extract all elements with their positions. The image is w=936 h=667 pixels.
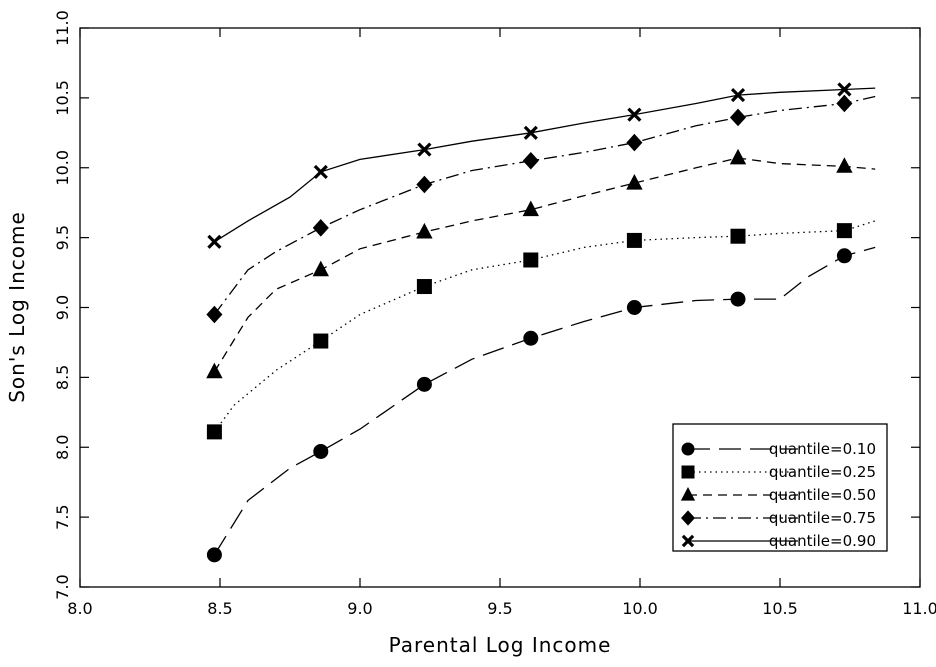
- data-point: [523, 125, 538, 140]
- data-point: [730, 291, 746, 307]
- series-line: [213, 95, 876, 315]
- series-line: [213, 220, 876, 433]
- y-tick-label: 8.0: [53, 435, 72, 460]
- legend-marker: [681, 465, 695, 479]
- data-point: [207, 234, 222, 249]
- data-point: [312, 260, 329, 277]
- x-tick-label: 8.5: [207, 599, 232, 618]
- data-point: [313, 333, 329, 349]
- data-point: [416, 376, 432, 392]
- data-point: [836, 223, 852, 239]
- legend: quantile=0.10 quantile=0.25 quantile=0.50 q…: [672, 423, 888, 552]
- x-tick-label: 10.5: [762, 599, 798, 618]
- data-point: [626, 173, 643, 190]
- series-markers: [206, 82, 853, 563]
- data-point: [206, 362, 223, 379]
- data-point: [313, 443, 329, 459]
- data-point: [836, 157, 853, 173]
- y-tick-label: 7.0: [53, 574, 72, 599]
- data-point: [837, 82, 852, 97]
- data-point: [730, 87, 746, 103]
- legend-label: quantile=0.50: [769, 486, 876, 504]
- x-tick-label: 11.0: [902, 599, 936, 618]
- data-point: [522, 151, 539, 170]
- x-tick-label: 10.0: [622, 599, 658, 618]
- x-axis-title: Parental Log Income: [389, 633, 612, 657]
- data-point: [627, 107, 642, 122]
- x-tick-label: 9.0: [347, 599, 372, 618]
- data-point: [729, 148, 747, 165]
- y-tick-label: 9.0: [53, 295, 72, 320]
- data-point: [523, 330, 539, 346]
- legend-marker: [681, 442, 695, 456]
- y-tick-label: 10.5: [53, 80, 72, 116]
- x-tick-label: 9.5: [487, 599, 512, 618]
- legend-marker: [681, 510, 695, 526]
- y-tick-label: 11.0: [53, 10, 72, 46]
- axis-ticks: 8.0 8.5 9.0 9.5 10.0 10.5 11.0 7.0 7.5 8.0 8.5 9.0 9…: [53, 10, 936, 618]
- legend-box: [672, 423, 888, 552]
- y-tick-label: 7.5: [53, 504, 72, 529]
- data-point: [416, 222, 433, 239]
- legend-label: quantile=0.25: [769, 463, 876, 481]
- data-point: [206, 547, 222, 563]
- data-point: [730, 228, 746, 244]
- legend-label: quantile=0.75: [769, 509, 876, 527]
- y-tick-label: 9.5: [53, 225, 72, 250]
- data-point: [416, 279, 432, 295]
- y-tick-label: 10.0: [53, 150, 72, 186]
- data-point: [313, 164, 328, 180]
- x-tick-label: 8.0: [67, 599, 92, 618]
- legend-items: quantile=0.10 quantile=0.25 quantile=0.50 q…: [680, 440, 876, 550]
- y-tick-label: 8.5: [53, 365, 72, 390]
- data-point: [626, 133, 643, 152]
- data-point: [836, 94, 853, 113]
- data-point: [523, 252, 539, 268]
- data-point: [206, 424, 222, 440]
- legend-label: quantile=0.90: [769, 532, 876, 550]
- legend-marker: [680, 487, 696, 501]
- y-axis-title: Son's Log Income: [5, 211, 29, 403]
- series-line: [213, 246, 876, 556]
- legend-label: quantile=0.10: [769, 440, 876, 458]
- data-point: [626, 232, 642, 248]
- data-point: [626, 300, 642, 315]
- data-point: [416, 175, 433, 194]
- legend-marker: [681, 534, 695, 548]
- data-point: [729, 108, 747, 127]
- data-point: [312, 219, 329, 237]
- data-point: [836, 248, 852, 264]
- data-point: [206, 305, 223, 324]
- data-point: [522, 200, 539, 217]
- data-point: [417, 142, 432, 157]
